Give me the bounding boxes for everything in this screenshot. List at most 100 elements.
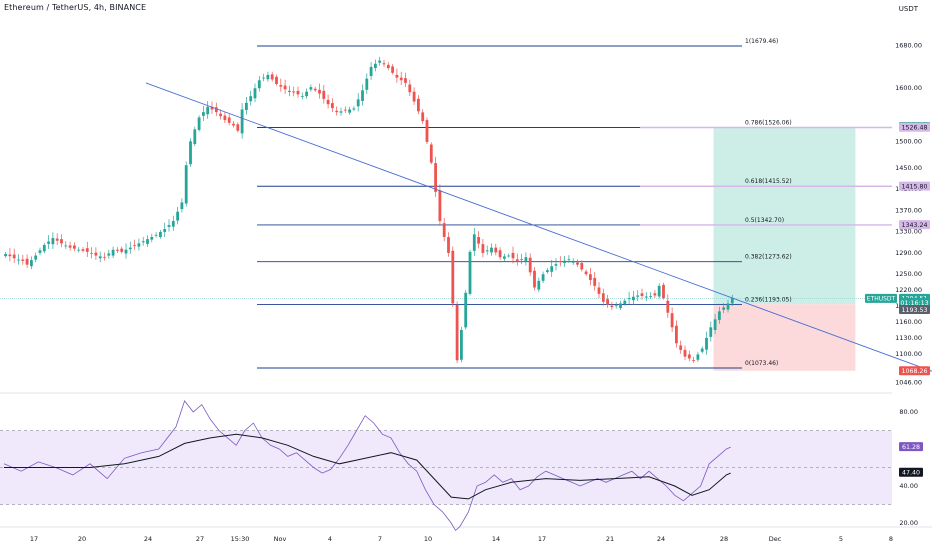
- candle: [270, 74, 274, 80]
- fib-level-label: 0.786(1526.06): [745, 120, 792, 127]
- candle: [700, 348, 704, 352]
- time-axis-tick: 15:30: [231, 535, 250, 543]
- price-axis-tick: 1370.00: [895, 206, 922, 214]
- candle: [12, 254, 16, 259]
- candle: [404, 78, 407, 83]
- price-axis-tick: 1290.00: [895, 249, 922, 257]
- candle: [257, 80, 261, 89]
- candle: [614, 305, 618, 307]
- candle: [219, 113, 222, 117]
- candle: [305, 91, 308, 97]
- candle: [240, 109, 244, 134]
- candle: [21, 259, 25, 261]
- candle: [318, 89, 321, 94]
- fib-level-label: 0.5(1342.70): [745, 217, 784, 224]
- candle: [696, 354, 700, 360]
- candle: [313, 88, 317, 91]
- candle: [580, 263, 584, 270]
- time-axis-tick: 14: [492, 535, 500, 543]
- candle: [202, 112, 205, 116]
- time-axis-tick: Dec: [769, 535, 782, 543]
- candle: [300, 96, 304, 97]
- stop-zone: [713, 304, 856, 371]
- candle: [266, 74, 270, 80]
- candle: [296, 90, 300, 95]
- candle: [610, 305, 614, 308]
- candle: [593, 277, 597, 286]
- rsi-value-label-bg: [899, 442, 923, 452]
- candle: [197, 117, 201, 130]
- candle: [326, 99, 330, 105]
- candle: [408, 84, 412, 93]
- currency-label: USDT: [898, 5, 918, 13]
- candle: [692, 360, 695, 361]
- rsi-ma-line: [4, 433, 731, 500]
- price-label: 1068.26: [901, 368, 927, 375]
- fib-level-label: 0(1073.46): [745, 360, 778, 367]
- candle: [356, 99, 360, 107]
- candle: [485, 250, 489, 252]
- candle: [541, 274, 545, 281]
- candle: [55, 238, 59, 241]
- candle: [352, 108, 356, 110]
- candle: [163, 229, 167, 232]
- target-zone: [713, 127, 856, 305]
- ticker-badge-bg: [865, 293, 897, 303]
- rsi-value-label: 47.40: [902, 470, 920, 477]
- candle: [171, 221, 175, 227]
- price-axis-tick: 1100.00: [895, 350, 922, 358]
- candle: [494, 247, 498, 253]
- candle: [309, 87, 313, 90]
- candle: [176, 211, 179, 221]
- rsi-line: [3, 400, 731, 532]
- candle: [438, 190, 442, 222]
- candle: [262, 77, 265, 79]
- candle: [644, 296, 648, 298]
- candle: [554, 264, 558, 266]
- candle: [85, 248, 89, 252]
- candle: [546, 270, 549, 273]
- candle: [17, 259, 20, 261]
- candle: [434, 163, 437, 192]
- candle: [558, 261, 562, 263]
- candle: [597, 287, 601, 294]
- candle: [657, 285, 661, 297]
- price-axis-tick: 1600.00: [895, 84, 922, 92]
- price-label-bg: [899, 220, 930, 230]
- candle: [382, 63, 386, 65]
- price-label: 1193.53: [901, 307, 927, 314]
- time-axis-tick: 24: [144, 535, 152, 543]
- price-axis-tick: 1450.00: [895, 164, 922, 172]
- candle: [288, 90, 291, 92]
- candle: [232, 123, 235, 126]
- candle: [571, 261, 575, 263]
- candle: [365, 78, 369, 90]
- time-axis-tick: 28: [720, 535, 728, 543]
- candle: [253, 88, 257, 99]
- candle: [206, 106, 210, 115]
- candle: [601, 293, 605, 302]
- candle: [687, 354, 691, 359]
- candle: [429, 144, 433, 163]
- candle: [189, 141, 192, 165]
- price-label: 01:16:13: [900, 300, 928, 307]
- candle: [399, 77, 403, 81]
- candle: [60, 239, 63, 244]
- candle: [210, 106, 214, 110]
- candle: [120, 248, 124, 252]
- candle: [623, 300, 627, 304]
- candle: [146, 239, 149, 244]
- candle: [378, 60, 382, 63]
- candle: [154, 234, 158, 236]
- candle: [42, 244, 46, 252]
- price-axis-tick: 1130.00: [895, 334, 922, 342]
- candle: [412, 91, 416, 102]
- candle: [275, 76, 278, 84]
- trendline: [145, 82, 932, 372]
- candle: [124, 249, 128, 254]
- candle: [713, 319, 717, 330]
- candle: [159, 231, 162, 238]
- candle: [670, 313, 674, 328]
- time-axis-tick: 7: [378, 535, 382, 543]
